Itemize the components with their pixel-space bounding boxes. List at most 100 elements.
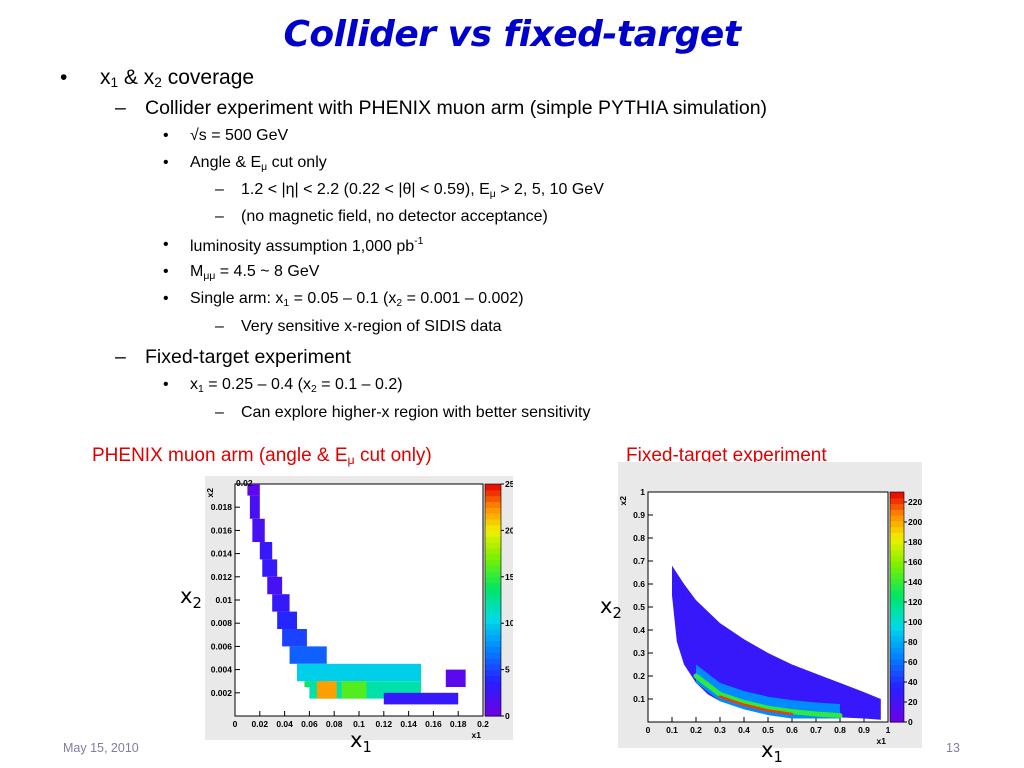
fixed-colorbar-tick-label: 160 [908, 557, 922, 567]
fixed-colorbar-tick-label: 20 [908, 697, 918, 707]
fixed-x-tick-label: 0.7 [810, 725, 822, 735]
phenix-colorbar-segment [485, 495, 501, 502]
fixed-colorbar-segment [890, 635, 904, 643]
phenix-y-tick-label: 0.008 [211, 618, 233, 628]
phenix-colorbar-segment [485, 600, 501, 607]
fixed-y-axis-title: x2 [618, 496, 628, 506]
fixed-colorbar-segment [890, 595, 904, 602]
fixed-y-tick-label: 0.9 [633, 510, 645, 520]
fixed-y-tick-label: 0.2 [633, 671, 645, 681]
fixed-colorbar-tick-label: 40 [908, 677, 918, 687]
fixed-x-tick-label: 0.2 [690, 725, 702, 735]
fixed-colorbar-segment [890, 716, 904, 723]
fixed-target-heatmap-plot: 0 0.1 0.2 0.3 0.4 0.5 0.6 0.7 0.8 0.9 1 0.1 0.2 0.3 0.… [618, 462, 922, 748]
phenix-x-tick-label: 0.02 [252, 719, 269, 729]
phenix-x-tick-label: 0.04 [276, 719, 293, 729]
slide-title: Collider vs fixed-target [283, 14, 741, 55]
phenix-heatmap-cell [445, 669, 466, 687]
phenix-heatmap-cell [267, 576, 283, 595]
phenix-heatmap-cell [277, 611, 297, 629]
phenix-x-tick-label: 0.06 [301, 719, 318, 729]
fixed-colorbar-frame [889, 491, 905, 723]
phenix-colorbar-segment [485, 623, 501, 630]
phenix-colorbar-segment [485, 669, 501, 676]
phenix-heatmap-cell [282, 629, 307, 647]
phenix-x-tick-label: 0.2 [477, 719, 489, 729]
footer-page-number: 13 [946, 741, 960, 755]
fixed-x-tick-label: 0.1 [666, 725, 678, 735]
fixed-colorbar-segment [890, 653, 904, 660]
fixed-colorbar-tick-label: 140 [908, 577, 922, 587]
fixed-colorbar-tick-label: 0 [908, 717, 913, 727]
fixed-y-variable: x2 [600, 594, 622, 622]
phenix-colorbar-segment [485, 646, 501, 653]
phenix-colorbar-segment [485, 663, 501, 671]
phenix-colorbar-frame [484, 483, 502, 717]
phenix-y-tick-label: 0.01 [215, 595, 232, 605]
fixed-colorbar-segment [890, 710, 904, 717]
phenix-x-tick-label: 0.12 [376, 719, 393, 729]
phenix-x-tick-label: 0.18 [450, 719, 467, 729]
fixed-colorbar-segment [890, 572, 904, 579]
fixed-x-tick-label: 0.4 [738, 725, 750, 735]
fixed-colorbar-segment [890, 526, 904, 533]
fixed-band-mid-density [696, 664, 840, 719]
phenix-x-tick-label: 0.08 [326, 719, 343, 729]
phenix-colorbar-tick-label: 20 [505, 525, 513, 535]
fixed-colorbar-segment [890, 566, 904, 574]
fixed-colorbar-segment [890, 601, 904, 608]
phenix-colorbar-segment [485, 536, 501, 543]
fixed-x-tick-label: 1 [886, 725, 891, 735]
phenix-colorbar-segment [485, 582, 501, 589]
fixed-colorbar-segment [890, 704, 904, 712]
fixed-x-tick-label: 0.5 [762, 725, 774, 735]
phenix-colorbar-segment [485, 640, 501, 647]
fixed-colorbar-segment [890, 589, 904, 597]
phenix-colorbar-segment [485, 658, 501, 665]
phenix-colorbar-segment [485, 652, 501, 659]
phenix-colorbar-segment [485, 553, 501, 560]
phenix-x-axis-title: x1 [472, 730, 482, 740]
phenix-colorbar-segment [485, 576, 501, 584]
fixed-x-variable: x1 [761, 738, 783, 766]
phenix-colorbar-tick-label: 15 [505, 572, 513, 582]
phenix-heatmap-cell [247, 484, 260, 496]
phenix-colorbar-segment [485, 617, 501, 624]
phenix-colorbar-segment [485, 489, 501, 497]
phenix-colorbar-segment [485, 634, 501, 642]
phenix-y-tick-label: 0.014 [211, 549, 233, 559]
fixed-colorbar-segment [890, 543, 904, 551]
phenix-colorbar-segment [485, 605, 501, 613]
fixed-target-heatmap-svg: 0 0.1 0.2 0.3 0.4 0.5 0.6 0.7 0.8 0.9 1 0.1 0.2 0.3 0.… [618, 487, 922, 746]
fixed-colorbar-segment [890, 492, 904, 499]
phenix-y-tick-label: 0.004 [211, 665, 233, 675]
fixed-colorbar-segment [890, 538, 904, 545]
phenix-heatmap-cell [262, 559, 278, 577]
phenix-colorbar-segment [485, 507, 501, 514]
phenix-colorbar-segment [485, 530, 501, 537]
fixed-colorbar-segment [890, 647, 904, 654]
fixed-colorbar-segment [890, 578, 904, 585]
footer-date: May 15, 2010 [63, 741, 139, 755]
phenix-colorbar-segment [485, 704, 501, 711]
phenix-colorbar-segment [485, 501, 501, 508]
fixed-colorbar-segment [890, 676, 904, 683]
phenix-colorbar-segment [485, 629, 501, 636]
phenix-heatmap-cell [383, 692, 459, 705]
phenix-heatmap-cell [341, 681, 367, 699]
phenix-colorbar-segment [485, 611, 501, 618]
fixed-colorbar-segment [890, 497, 904, 505]
fixed-colorbar-segment [890, 618, 904, 625]
phenix-heatmap-plot: 0 0.02 0.04 0.06 0.08 0.1 0.12 0.14 0.16 0.18 0.2 0… [205, 476, 513, 740]
phenix-heatmap-svg: 0 0.02 0.04 0.06 0.08 0.1 0.12 0.14 0.16 0.18 0.2 0… [205, 478, 513, 740]
phenix-heatmap-cell [249, 495, 260, 519]
phenix-x-tick-label: 0.1 [353, 719, 365, 729]
fixed-band-low-density [672, 565, 881, 720]
fixed-x-tick-label: 0.6 [786, 725, 798, 735]
phenix-colorbar-segment [485, 675, 501, 682]
phenix-heatmap-cell [289, 646, 327, 664]
fixed-y-tick-label: 0.1 [633, 694, 645, 704]
fixed-x-tick-label: 0.9 [858, 725, 870, 735]
fixed-y-tick-label: 0.6 [633, 579, 645, 589]
phenix-x-tick-label: 0 [233, 719, 238, 729]
